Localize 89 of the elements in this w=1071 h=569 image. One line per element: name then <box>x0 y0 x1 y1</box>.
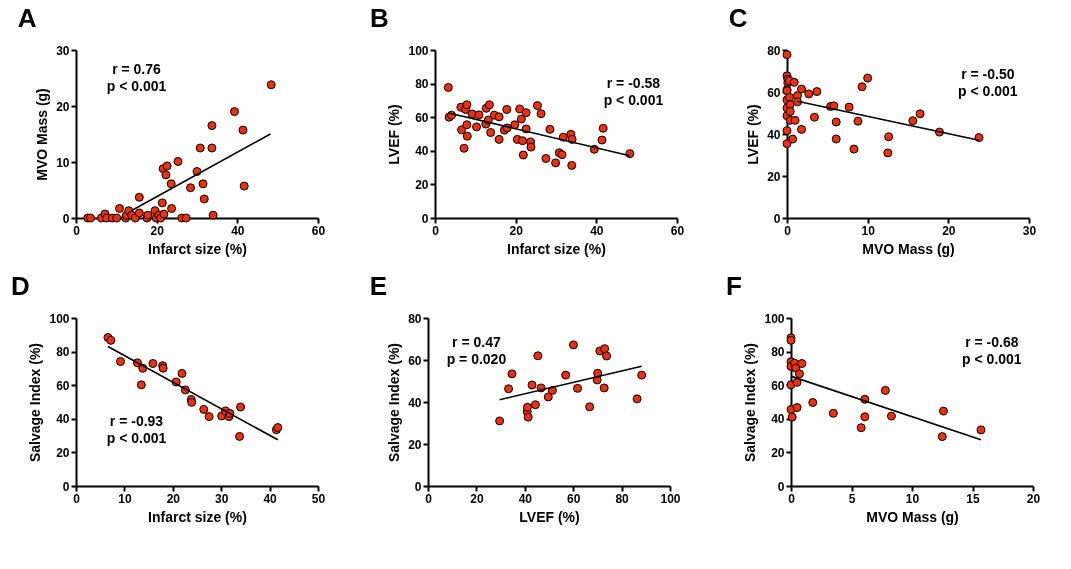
y-tick-label: 80 <box>767 43 781 58</box>
x-tick-label: 5 <box>848 491 856 506</box>
chart-title: D <box>10 271 30 301</box>
y-axis-title: LVEF (%) <box>745 104 762 165</box>
x-tick-label: 15 <box>966 491 980 506</box>
x-tick-label: 60 <box>567 491 581 506</box>
annotation: r = 0.47 <box>452 334 501 351</box>
x-tick-label: 20 <box>509 223 524 238</box>
annotation: p < 0.001 <box>106 78 167 95</box>
x-tick-label: 50 <box>311 491 326 506</box>
x-tick-label: 60 <box>311 223 326 238</box>
x-tick-label: 0 <box>73 223 81 238</box>
x-tick-label: 20 <box>150 223 165 238</box>
annotation: p < 0.001 <box>106 430 167 447</box>
y-tick-label: 30 <box>56 43 70 58</box>
y-tick-label: 0 <box>414 479 422 494</box>
annotation: r = -0.50 <box>961 66 1015 83</box>
y-tick-label: 60 <box>767 85 781 100</box>
y-axis-title: MVO Mass (g) <box>34 88 51 181</box>
x-tick-label: 0 <box>788 491 796 506</box>
y-tick-label: 20 <box>415 177 429 192</box>
annotation: p < 0.001 <box>962 351 1022 368</box>
y-tick-label: 60 <box>771 378 785 393</box>
x-tick-label: 100 <box>660 491 681 506</box>
y-tick-label: 80 <box>771 345 785 360</box>
y-tick-label: 40 <box>56 412 70 427</box>
x-axis-title: Infarct size (%) <box>148 240 247 257</box>
x-axis-title: MVO Mass (g) <box>862 240 955 257</box>
x-tick-label: 40 <box>518 491 533 506</box>
annotation: r = -0.93 <box>109 413 164 430</box>
y-tick-label: 60 <box>415 110 429 125</box>
x-tick-label: 20 <box>166 491 181 506</box>
y-tick-label: 40 <box>771 412 785 427</box>
y-tick-label: 0 <box>421 211 429 226</box>
y-tick-label: 80 <box>408 311 422 326</box>
annotation: r = -0.68 <box>965 334 1019 351</box>
y-tick-label: 10 <box>56 155 70 170</box>
y-tick-label: 100 <box>408 43 429 58</box>
y-tick-label: 20 <box>56 99 70 114</box>
y-axis-title: Salvage Index (%) <box>27 342 44 463</box>
y-tick-label: 100 <box>49 311 70 326</box>
annotation: p < 0.001 <box>603 91 664 108</box>
x-tick-label: 0 <box>432 223 440 238</box>
y-tick-label: 0 <box>62 211 70 226</box>
y-axis-title: LVEF (%) <box>386 104 403 165</box>
y-tick-label: 0 <box>62 479 70 494</box>
y-tick-label: 0 <box>773 211 781 226</box>
x-tick-label: 20 <box>942 223 956 238</box>
y-axis-title: Salvage Index (%) <box>386 342 403 463</box>
annotation: p < 0.001 <box>958 83 1018 100</box>
y-tick-label: 60 <box>56 378 70 393</box>
y-tick-label: 100 <box>764 311 785 326</box>
y-tick-label: 20 <box>771 445 785 460</box>
x-tick-label: 60 <box>670 223 685 238</box>
annotation: r = -0.58 <box>606 74 661 91</box>
x-tick-label: 10 <box>905 491 920 506</box>
x-tick-label: 10 <box>118 491 132 506</box>
annotation: r = 0.76 <box>112 61 162 78</box>
annotation: p = 0.020 <box>446 351 507 368</box>
chart-title: B <box>369 3 389 33</box>
y-tick-label: 20 <box>56 445 70 460</box>
x-tick-label: 20 <box>1026 491 1041 506</box>
y-tick-label: 80 <box>56 345 70 360</box>
x-axis-title: LVEF (%) <box>519 508 580 525</box>
x-tick-label: 0 <box>73 491 81 506</box>
y-tick-label: 20 <box>767 169 781 184</box>
x-axis-title: Infarct size (%) <box>507 240 606 257</box>
x-tick-label: 10 <box>861 223 876 238</box>
x-tick-label: 40 <box>263 491 278 506</box>
x-tick-label: 30 <box>1022 223 1037 238</box>
y-tick-label: 0 <box>777 479 785 494</box>
x-axis-title: Infarct size (%) <box>148 508 247 525</box>
x-tick-label: 30 <box>215 491 229 506</box>
x-axis-title: MVO Mass (g) <box>866 508 959 525</box>
y-tick-label: 40 <box>408 395 422 410</box>
y-tick-label: 40 <box>767 127 781 142</box>
chart-title: F <box>725 271 742 301</box>
y-tick-label: 60 <box>408 353 422 368</box>
y-tick-label: 40 <box>415 144 429 159</box>
x-tick-label: 20 <box>470 491 484 506</box>
x-tick-label: 80 <box>615 491 630 506</box>
chart-title: A <box>17 3 37 33</box>
x-tick-label: 40 <box>231 223 245 238</box>
chart-title: E <box>369 271 387 301</box>
y-tick-label: 80 <box>415 77 429 92</box>
y-tick-label: 20 <box>408 437 422 452</box>
x-tick-label: 40 <box>590 223 604 238</box>
chart-title: C <box>728 3 748 33</box>
y-axis-title: Salvage Index (%) <box>742 342 759 463</box>
